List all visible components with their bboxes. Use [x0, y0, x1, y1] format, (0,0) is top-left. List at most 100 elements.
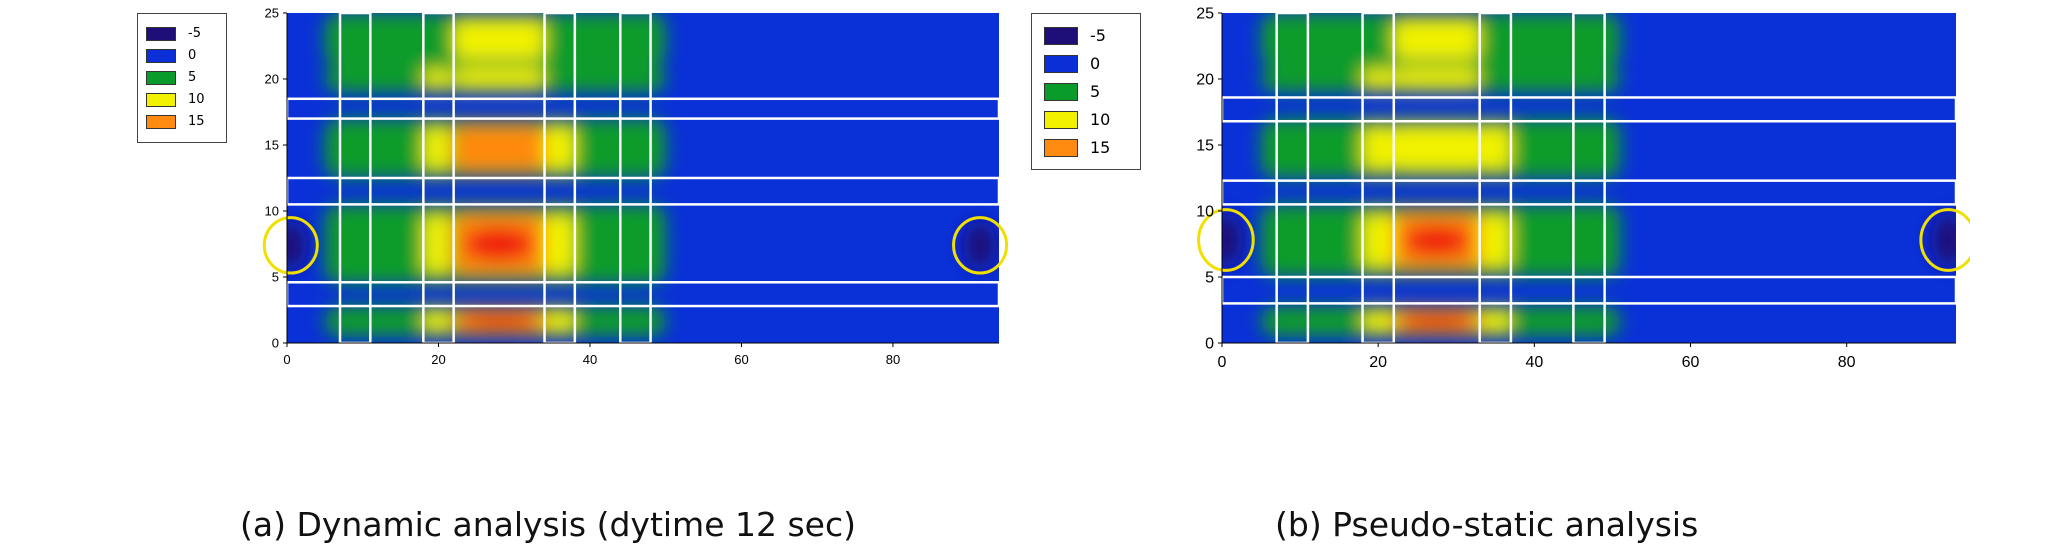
cell-0-0	[340, 19, 363, 60]
x-tick-label: 40	[583, 352, 597, 367]
legend-a-label-2: 5	[188, 70, 197, 85]
cell-1-3	[544, 68, 575, 90]
legend-a-row-4: 15	[146, 114, 205, 129]
cell-1-2	[1393, 68, 1480, 90]
cell-2-1	[423, 125, 450, 171]
x-tick-label: 60	[1682, 354, 1700, 371]
cell-0-0	[1276, 19, 1308, 60]
legend-b-swatch-4	[1044, 138, 1078, 157]
y-tick-label: 20	[265, 72, 279, 87]
cell-1-4	[1573, 68, 1605, 90]
cell-4-4	[620, 309, 651, 333]
x-tick-label: 80	[886, 352, 900, 367]
cell-0-1	[1362, 19, 1394, 60]
legend-b: -5 0 5 10 15	[1031, 13, 1141, 170]
contour-chart-a: 0 5 10 15 20 25 0 20 40 60 80	[262, 6, 1009, 367]
y-tick-label: 15	[1196, 138, 1214, 155]
legend-b-label-0: -5	[1090, 26, 1106, 45]
highlight-ellipse-0	[262, 216, 319, 275]
y-tick-label: 10	[1196, 204, 1214, 221]
legend-b-swatch-1	[1044, 54, 1078, 73]
low-zone-0	[1222, 212, 1243, 268]
x-tick-label: 20	[1369, 354, 1387, 371]
legend-b-label-3: 10	[1090, 110, 1111, 129]
cell-4-3	[544, 309, 575, 333]
legend-b-row-2: 5	[1044, 82, 1100, 101]
y-tick-label: 5	[1205, 270, 1214, 287]
cell-1-2	[453, 68, 545, 90]
legend-a-row-2: 5	[146, 70, 196, 85]
cell-3-1	[1362, 213, 1394, 269]
cell-1-0	[1276, 68, 1308, 90]
contour-fill	[1261, 13, 1621, 337]
panel-a: -5 0 5 10 15 0 5 10 15 20 25 0 20 40 60 80 (a) Dyn…	[0, 0, 1030, 549]
low-zone-1	[1931, 212, 1956, 268]
panel-b: -5 0 5 10 15 0 5 10 15 20 25 0 20 40 60 80 (b) Pse…	[1030, 0, 2067, 549]
x-tick-label: 20	[431, 352, 445, 367]
cell-4-1	[423, 309, 450, 333]
y-tick-label: 15	[265, 138, 279, 153]
cell-0-4	[620, 19, 651, 60]
legend-b-label-4: 15	[1090, 138, 1111, 157]
cell-4-0	[340, 309, 363, 333]
legend-a-swatch-1	[146, 48, 176, 63]
low-zone-0	[287, 220, 307, 271]
legend-a-label-0: -5	[188, 26, 201, 41]
cell-2-3	[544, 125, 575, 171]
axes: 0 5 10 15 20 25 0 20 40 60 80	[265, 6, 999, 367]
cell-3-0	[1276, 213, 1308, 269]
cell-1-1	[423, 68, 450, 90]
legend-a-label-4: 15	[188, 114, 205, 129]
y-tick-label: 10	[265, 204, 279, 219]
low-value-zones	[287, 220, 996, 271]
cell-3-3	[1479, 213, 1511, 269]
low-value-zones	[1222, 212, 1956, 268]
cell-0-3	[1479, 19, 1511, 60]
cell-0-2	[1393, 19, 1480, 60]
cell-1-4	[620, 68, 651, 90]
low-zone-1	[964, 220, 996, 271]
cell-1-1	[1362, 68, 1394, 90]
legend-a-label-1: 0	[188, 48, 197, 63]
cell-3-1	[423, 213, 450, 275]
legend-b-label-2: 5	[1090, 82, 1101, 101]
cell-0-1	[423, 19, 450, 60]
cell-2-3	[1479, 125, 1511, 171]
cell-2-2	[1393, 125, 1480, 171]
x-tick-label: 40	[1525, 354, 1543, 371]
cell-0-4	[1573, 19, 1605, 60]
cell-2-2	[453, 125, 545, 171]
legend-a-swatch-0	[146, 26, 176, 41]
cell-3-0	[340, 213, 363, 275]
cell-2-1	[1362, 125, 1394, 171]
legend-b-row-1: 0	[1044, 54, 1100, 73]
cell-3-4	[620, 213, 651, 275]
highlight-ellipse-1	[1919, 208, 1970, 272]
cell-2-4	[1573, 125, 1605, 171]
cell-2-0	[1276, 125, 1308, 171]
contour-fill	[324, 13, 666, 337]
contour-chart-b: 0 5 10 15 20 25 0 20 40 60 80	[1196, 6, 1970, 371]
legend-b-label-1: 0	[1090, 54, 1101, 73]
x-tick-label: 0	[283, 352, 290, 367]
legend-b-row-4: 15	[1044, 138, 1110, 157]
legend-b-row-0: -5	[1044, 26, 1106, 45]
legend-b-swatch-3	[1044, 110, 1078, 129]
legend-a-row-0: -5	[146, 26, 201, 41]
axes: 0 5 10 15 20 25 0 20 40 60 80	[1196, 6, 1956, 371]
caption-b: (b) Pseudo-static analysis	[1275, 505, 1699, 544]
legend-b-swatch-0	[1044, 26, 1078, 45]
y-tick-label: 25	[265, 6, 279, 21]
legend-a-row-1: 0	[146, 48, 196, 63]
cell-0-2	[453, 19, 545, 60]
cell-0-3	[544, 19, 575, 60]
caption-a: (a) Dynamic analysis (dytime 12 sec)	[240, 505, 856, 544]
x-tick-label: 80	[1838, 354, 1856, 371]
plot-area	[1222, 13, 1956, 343]
cell-2-4	[620, 125, 651, 171]
y-tick-label: 5	[272, 270, 279, 285]
y-tick-label: 25	[1196, 6, 1214, 23]
cell-4-3	[1479, 309, 1511, 333]
x-tick-label: 60	[734, 352, 748, 367]
y-tick-label: 20	[1196, 72, 1214, 89]
